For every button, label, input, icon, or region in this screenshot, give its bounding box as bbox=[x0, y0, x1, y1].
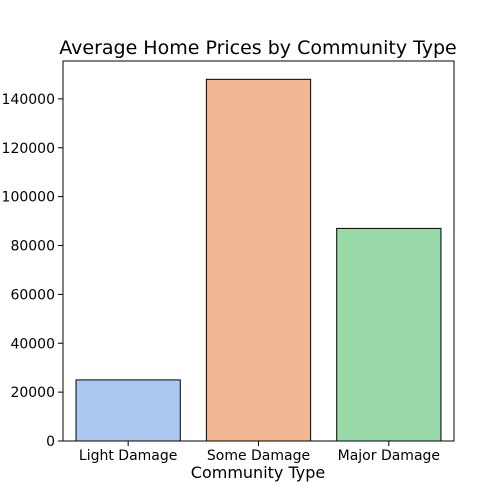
x-tick-label: Some Damage bbox=[207, 448, 310, 464]
bars bbox=[75, 78, 442, 442]
bar-light-damage bbox=[75, 379, 181, 442]
y-tick-label: 60000 bbox=[10, 287, 55, 303]
x-tick-label: Major Damage bbox=[338, 448, 440, 464]
x-tick-label: Light Damage bbox=[79, 448, 177, 464]
y-axis: 0 20000 40000 60000 80000 100000 120000 140000 bbox=[2, 92, 63, 450]
y-tick-label: 40000 bbox=[10, 336, 55, 352]
chart-title: Average Home Prices by Community Type bbox=[59, 37, 457, 59]
x-axis-label: Community Type bbox=[191, 463, 325, 482]
x-axis: Light Damage Some Damage Major Damage bbox=[79, 441, 440, 464]
y-tick-label: 120000 bbox=[2, 141, 55, 157]
bar-major-damage bbox=[336, 227, 442, 442]
plot-frame bbox=[62, 60, 455, 442]
bar-some-damage bbox=[205, 78, 312, 442]
y-tick-label: 100000 bbox=[2, 190, 55, 206]
y-tick-label: 80000 bbox=[10, 239, 55, 255]
y-tick-label: 0 bbox=[46, 434, 55, 450]
y-tick-label: 140000 bbox=[2, 92, 55, 108]
y-tick-label: 20000 bbox=[10, 385, 55, 401]
